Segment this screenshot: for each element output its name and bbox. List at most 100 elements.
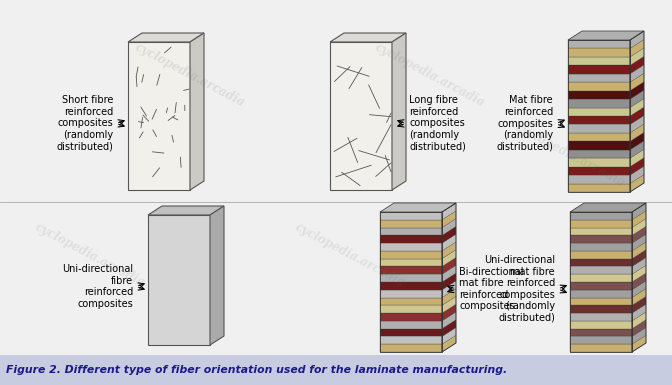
Polygon shape [632,335,646,352]
Polygon shape [380,298,442,305]
Polygon shape [630,56,644,74]
Polygon shape [442,335,456,352]
Polygon shape [442,320,456,336]
Polygon shape [568,74,630,82]
Polygon shape [632,219,646,235]
Polygon shape [380,212,442,220]
Polygon shape [630,90,644,107]
Polygon shape [128,33,204,42]
Text: cyclopedia.arcadia: cyclopedia.arcadia [293,221,407,290]
Polygon shape [632,273,646,290]
Polygon shape [442,211,456,228]
Polygon shape [442,258,456,274]
Polygon shape [630,141,644,158]
Polygon shape [630,65,644,82]
Polygon shape [632,211,646,228]
Polygon shape [570,235,632,243]
Polygon shape [148,206,224,215]
Polygon shape [570,336,632,344]
Text: Short fibre
reinforced
composites
(randomly
distributed): Short fibre reinforced composites (rando… [56,95,113,152]
Polygon shape [570,321,632,329]
Polygon shape [380,220,442,228]
Polygon shape [630,39,644,57]
Polygon shape [630,166,644,184]
Text: Bi-directional
mat fibre
reinforced
composites: Bi-directional mat fibre reinforced comp… [459,266,523,311]
Text: Long fibre
reinforced
composites
(randomly
distributed): Long fibre reinforced composites (random… [409,95,466,152]
Polygon shape [380,259,442,266]
Polygon shape [570,274,632,282]
Polygon shape [568,40,630,49]
Polygon shape [630,48,644,65]
Polygon shape [570,266,632,274]
Polygon shape [630,132,644,150]
Polygon shape [630,174,644,192]
Polygon shape [570,228,632,235]
Polygon shape [630,82,644,99]
Text: Figure 2. Different type of fiber orientation used for the laminate manufacturin: Figure 2. Different type of fiber orient… [6,365,507,375]
Polygon shape [380,336,442,344]
Polygon shape [568,57,630,65]
Polygon shape [380,344,442,352]
Polygon shape [442,219,456,235]
Polygon shape [570,259,632,266]
Polygon shape [568,141,630,150]
Polygon shape [442,234,456,251]
Polygon shape [442,288,456,305]
Polygon shape [632,312,646,329]
Polygon shape [568,158,630,167]
Text: cyclopedia.arcadia: cyclopedia.arcadia [373,40,487,110]
FancyBboxPatch shape [0,355,672,385]
Text: cyclopedia.arcadia: cyclopedia.arcadia [513,121,627,189]
Polygon shape [442,273,456,290]
Polygon shape [442,296,456,313]
Polygon shape [380,251,442,259]
Polygon shape [380,313,442,321]
Polygon shape [442,226,456,243]
Polygon shape [380,235,442,243]
Polygon shape [570,298,632,305]
Polygon shape [632,281,646,298]
Polygon shape [568,184,630,192]
Polygon shape [632,296,646,313]
Polygon shape [570,243,632,251]
Polygon shape [392,33,406,190]
Polygon shape [442,281,456,298]
Polygon shape [568,167,630,175]
Polygon shape [632,265,646,282]
Polygon shape [380,282,442,290]
Polygon shape [380,243,442,251]
Polygon shape [630,149,644,167]
Polygon shape [380,228,442,235]
Polygon shape [128,42,190,190]
Polygon shape [632,304,646,321]
Polygon shape [568,150,630,158]
Polygon shape [632,249,646,266]
Polygon shape [570,305,632,313]
Polygon shape [568,31,644,40]
Polygon shape [568,107,630,116]
Polygon shape [632,226,646,243]
Polygon shape [380,290,442,298]
Polygon shape [568,133,630,141]
Polygon shape [568,49,630,57]
Polygon shape [568,99,630,107]
Polygon shape [632,242,646,259]
Polygon shape [210,206,224,345]
Polygon shape [632,258,646,274]
Polygon shape [570,290,632,298]
Text: cyclopedia.arcadia: cyclopedia.arcadia [133,40,247,110]
Polygon shape [330,42,392,190]
Polygon shape [380,203,456,212]
Polygon shape [630,116,644,133]
Polygon shape [442,249,456,266]
Polygon shape [570,344,632,352]
Polygon shape [570,282,632,290]
Polygon shape [568,175,630,184]
Polygon shape [630,158,644,175]
Polygon shape [570,313,632,321]
Polygon shape [630,73,644,90]
Polygon shape [568,124,630,133]
Polygon shape [442,203,456,220]
Polygon shape [632,234,646,251]
Polygon shape [442,312,456,329]
